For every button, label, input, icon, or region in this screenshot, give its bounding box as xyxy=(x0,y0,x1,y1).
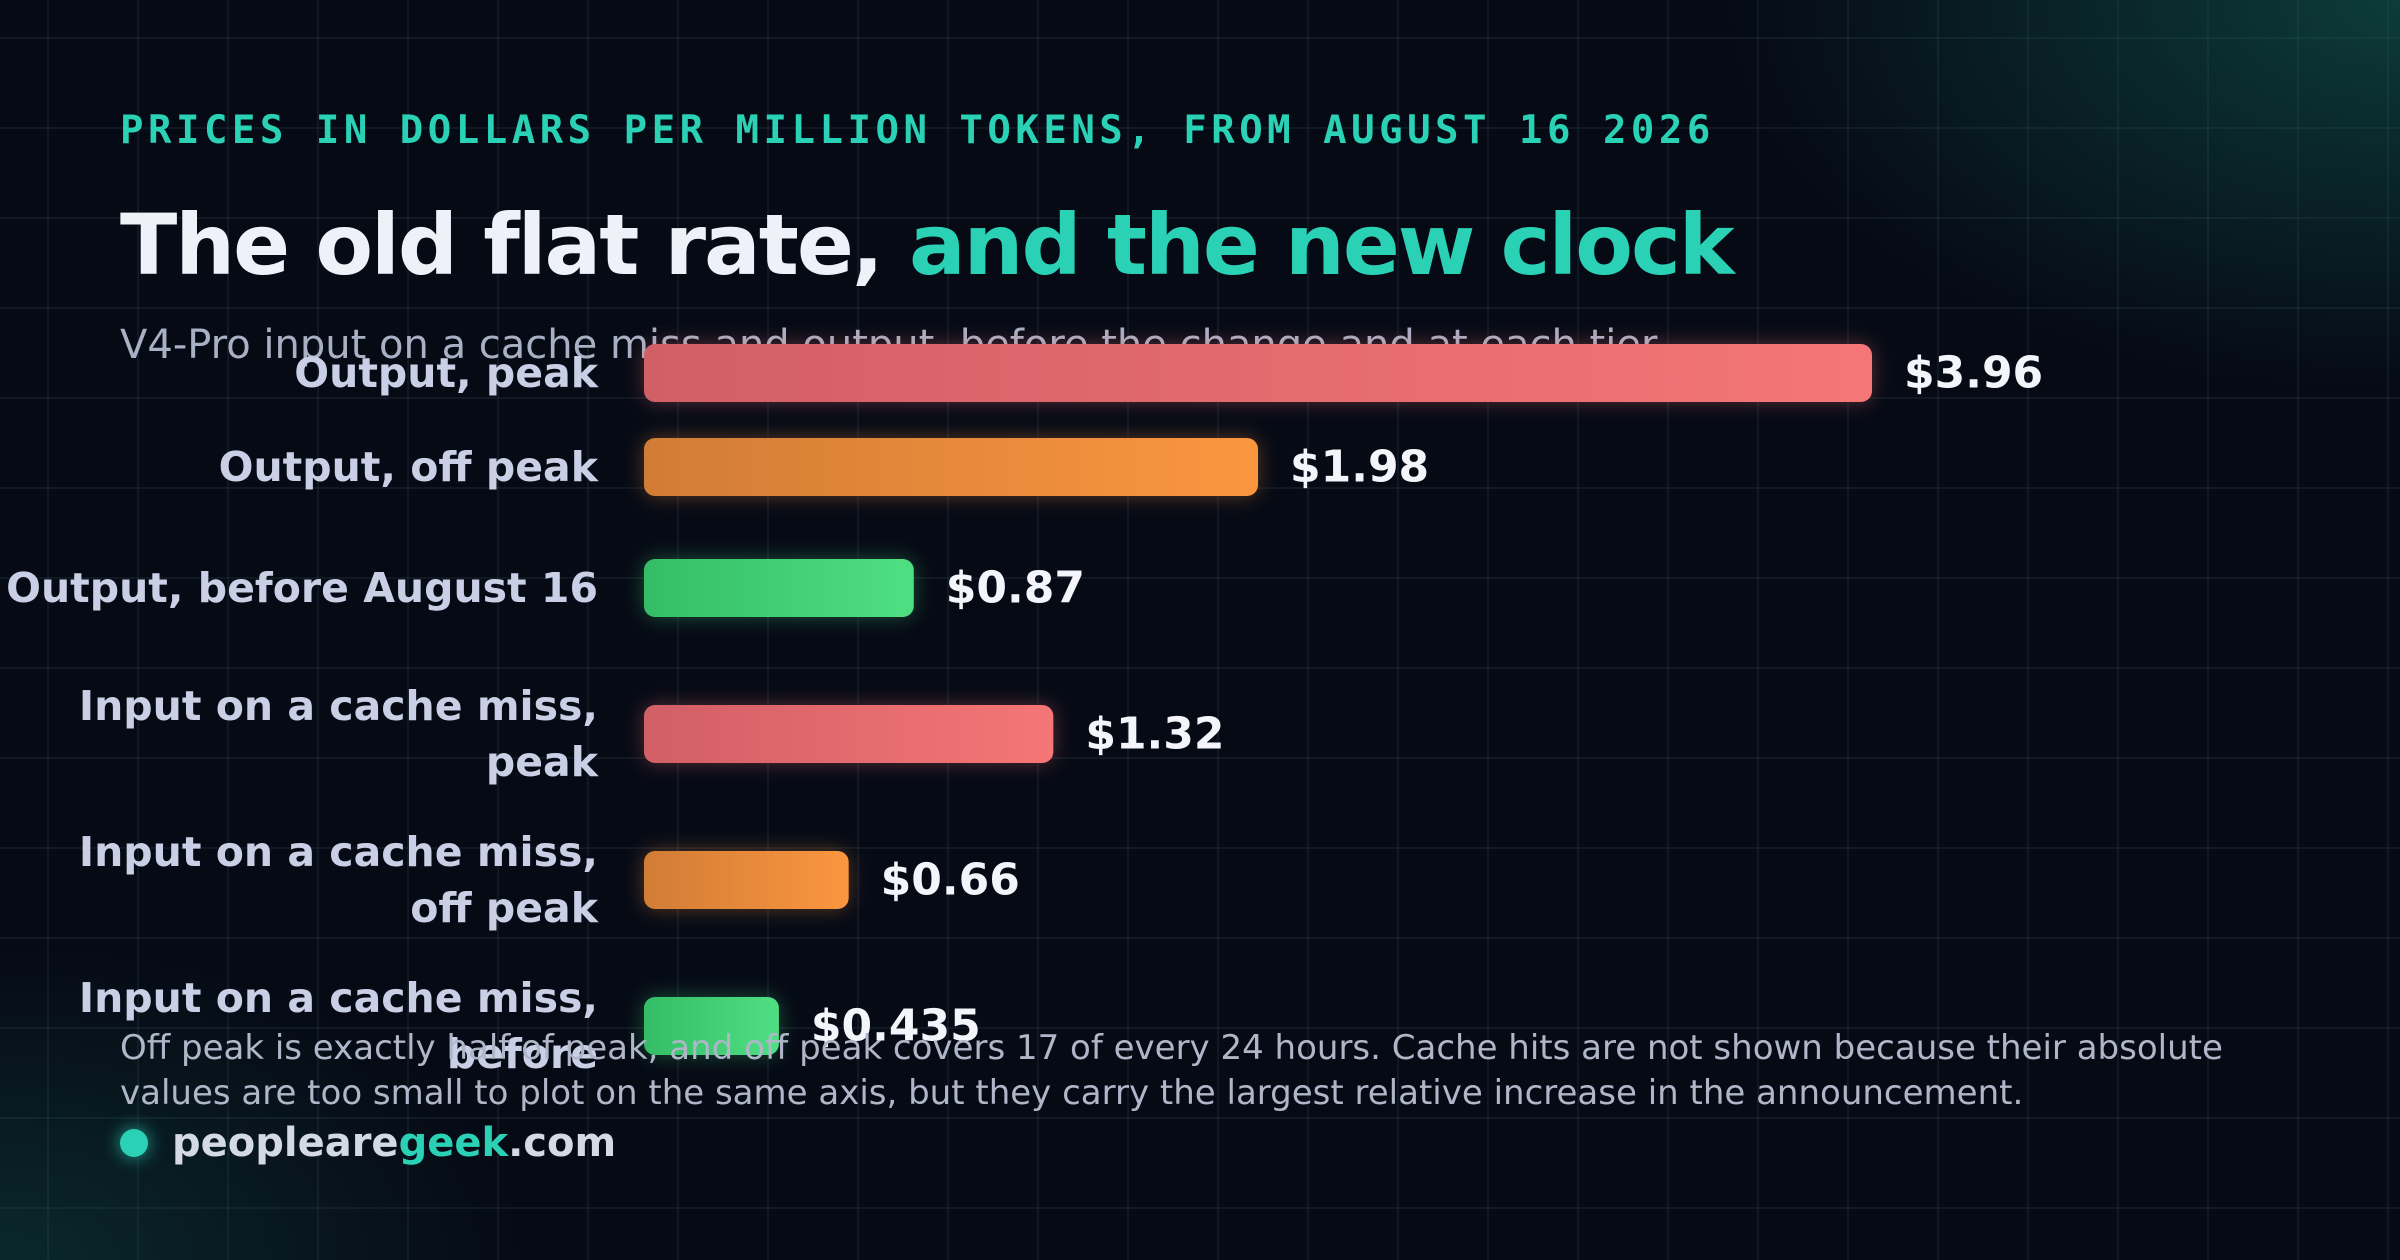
value-label: $3.96 xyxy=(1904,348,2043,399)
brand-part-3: .com xyxy=(508,1120,617,1166)
value-label: $0.87 xyxy=(946,563,1085,614)
category-label: Output, peak xyxy=(294,349,599,397)
bar xyxy=(644,705,1054,763)
page-title: The old flat rate, and the new clock xyxy=(120,196,1735,294)
bar-row: Output, before August 16 $0.87 xyxy=(6,559,1085,617)
bar xyxy=(644,559,914,617)
value-label: $0.66 xyxy=(881,855,1020,906)
bar-row: Output, peak $3.96 xyxy=(294,344,2043,402)
value-label: $1.98 xyxy=(1290,442,1429,493)
bar xyxy=(644,997,779,1055)
category-label: Output, before August 16 xyxy=(6,564,598,612)
category-label: Input on a cache miss, peak xyxy=(79,682,600,786)
value-label: $0.435 xyxy=(811,1001,981,1052)
value-label: $1.32 xyxy=(1085,709,1224,760)
bar xyxy=(644,344,1872,402)
title-plain: The old flat rate, xyxy=(120,196,909,294)
category-label: Input on a cache miss, off peak xyxy=(79,828,600,932)
bar xyxy=(644,438,1258,496)
category-label: Input on a cache miss, before xyxy=(79,974,598,1078)
footnote: Off peak is exactly half of peak, and of… xyxy=(120,1028,2223,1113)
brand-part-2: geek xyxy=(398,1120,509,1166)
bar-row: Output, off peak $1.98 xyxy=(219,438,1429,496)
bar-row: Input on a cache miss, before $0.435 xyxy=(79,974,981,1078)
brand-part-1: peopleare xyxy=(172,1120,399,1166)
brand-dot-icon xyxy=(120,1129,148,1157)
title-accent: and the new clock xyxy=(909,196,1735,294)
category-label: Output, off peak xyxy=(219,443,600,491)
eyebrow-text: PRICES IN DOLLARS PER MILLION TOKENS, FR… xyxy=(120,108,1715,153)
bar xyxy=(644,851,849,909)
bar-row: Input on a cache miss, off peak $0.66 xyxy=(79,828,1020,932)
bar-row: Input on a cache miss, peak $1.32 xyxy=(79,682,1225,786)
brand-logo: peopleare geek .com xyxy=(120,1118,616,1168)
